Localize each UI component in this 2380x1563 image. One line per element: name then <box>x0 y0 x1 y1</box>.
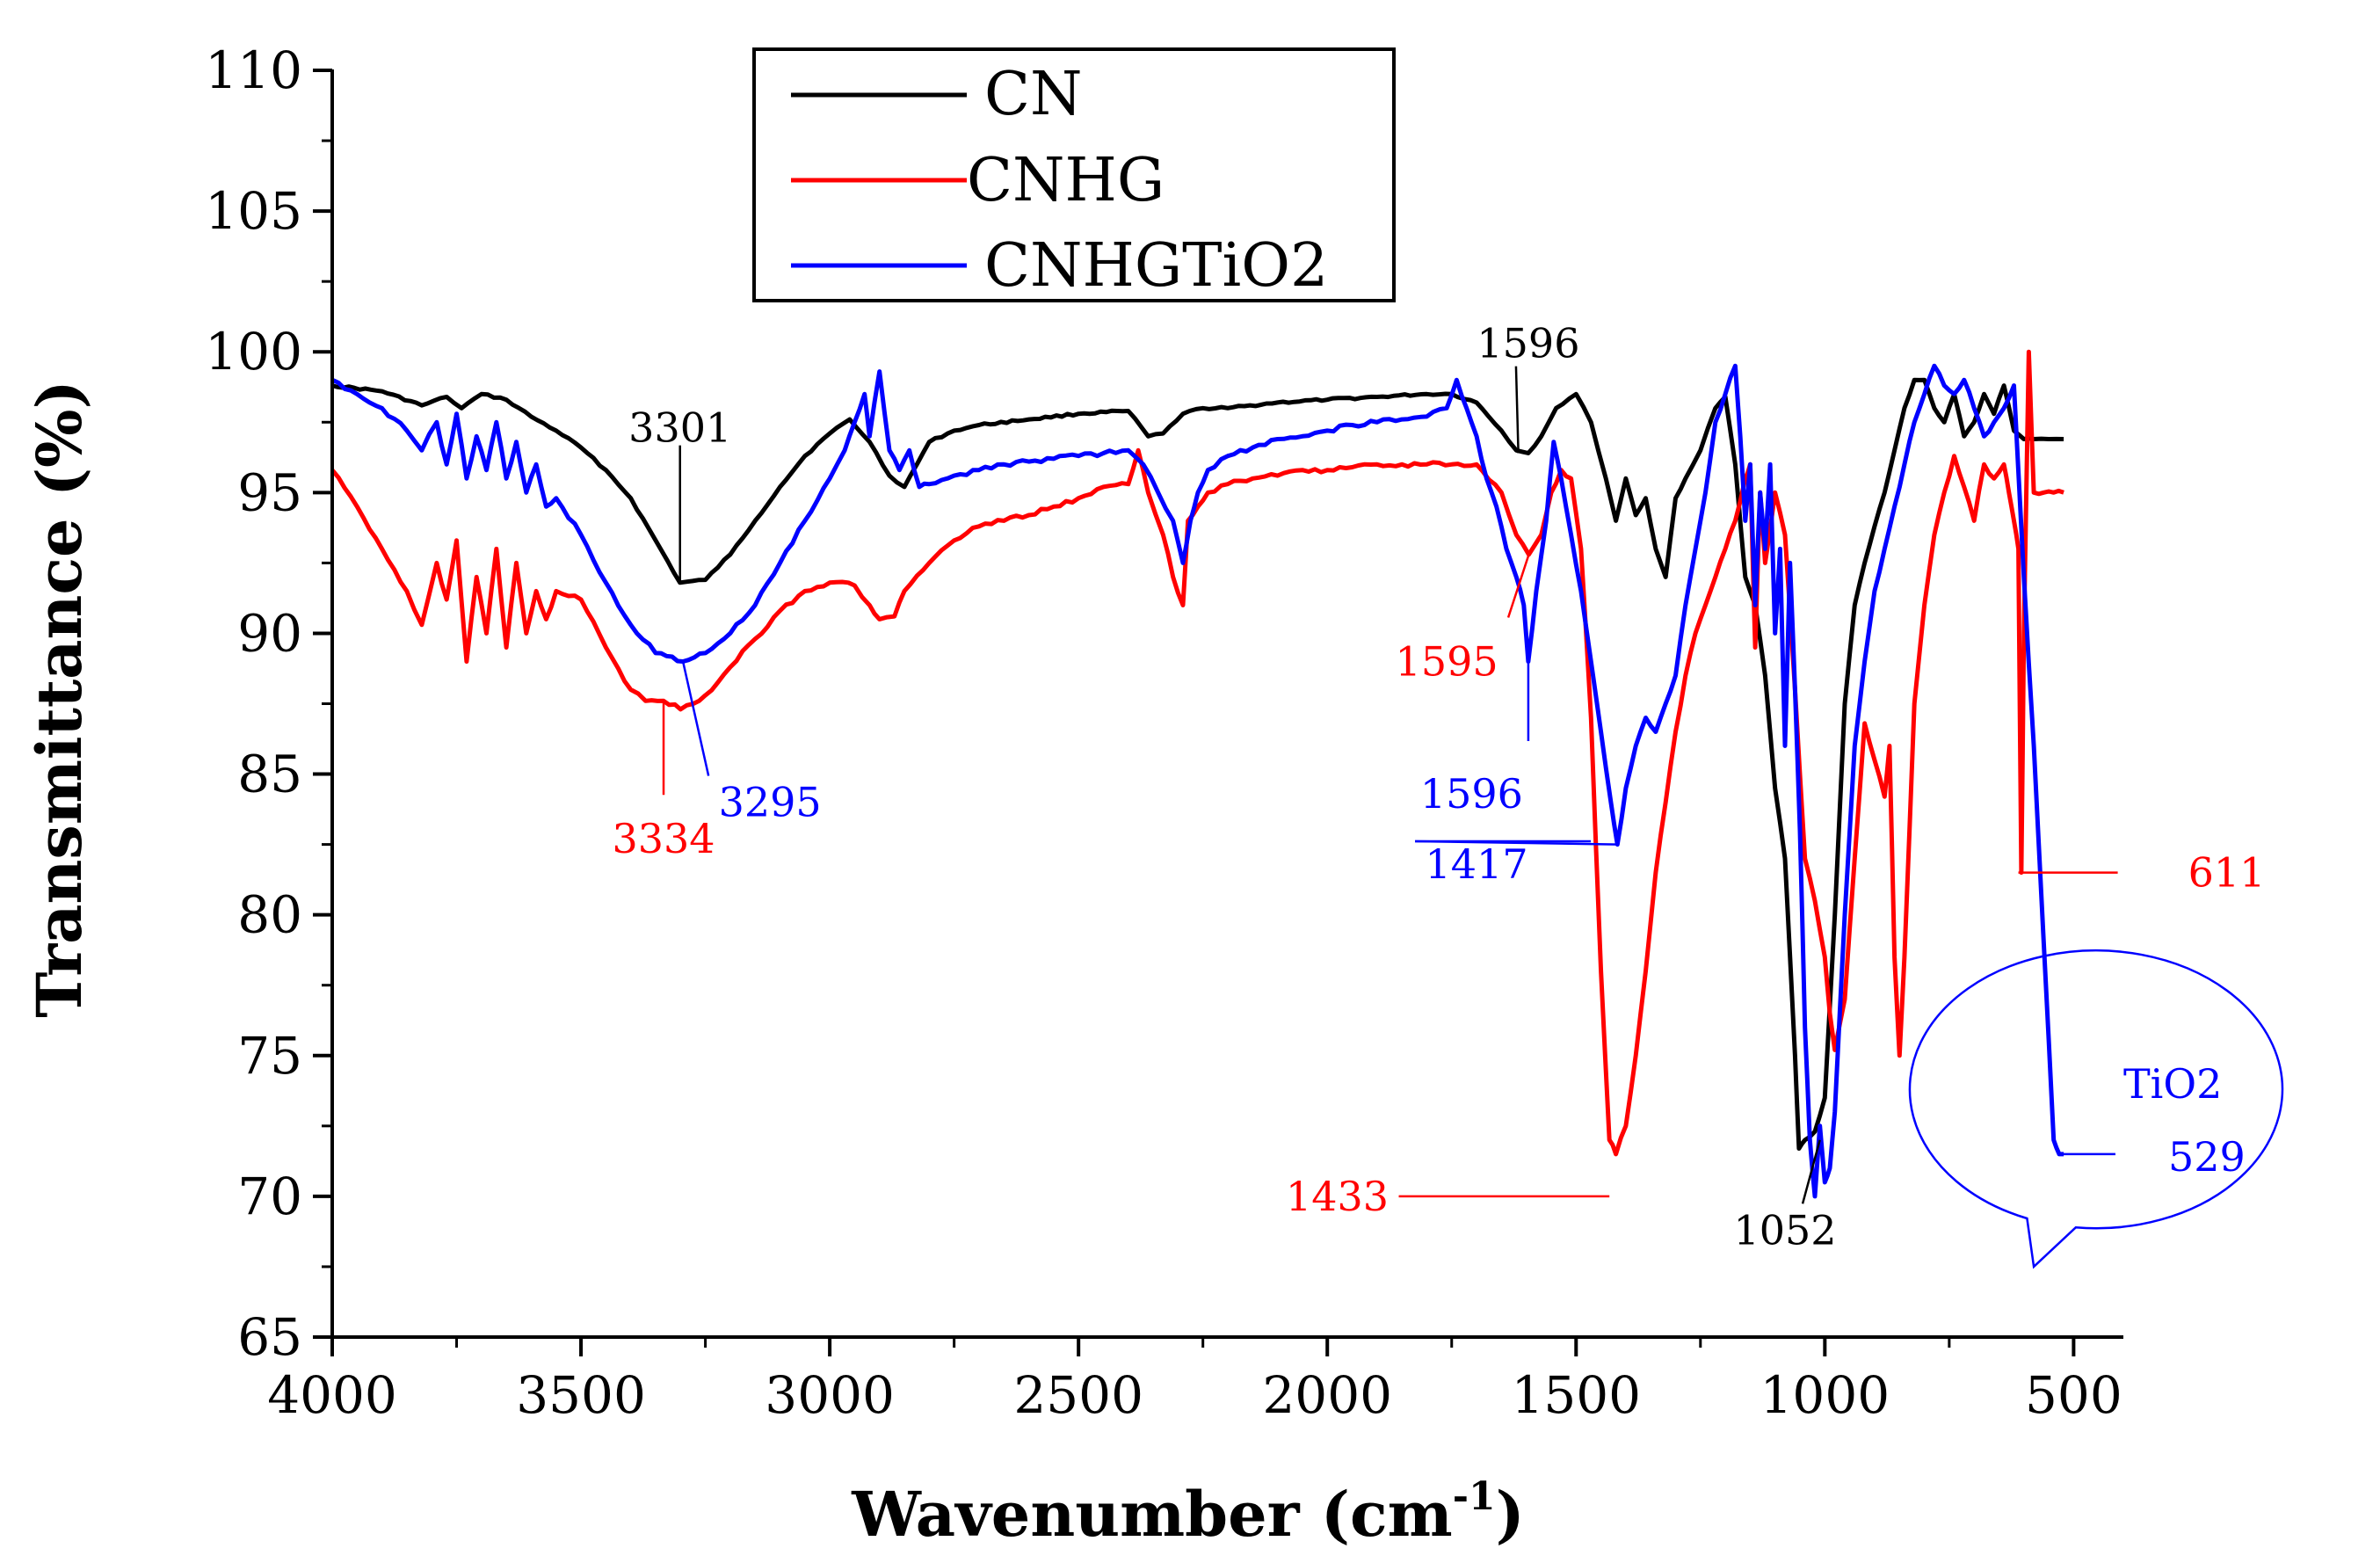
legend-label-cnhg: CNHG <box>967 146 1165 215</box>
y-tick-label: 80 <box>237 885 302 945</box>
annotation-label: 1596 <box>1420 770 1523 818</box>
tio2-callout-bubble <box>1908 949 2284 1269</box>
y-tick-label: 85 <box>237 745 302 804</box>
annotation-label: 3295 <box>719 779 822 826</box>
legend-box <box>752 47 1396 302</box>
legend: CN CNHG CNHGTiO2 <box>752 47 1396 302</box>
x-tick-label: 1500 <box>1511 1365 1641 1425</box>
x-tick-label: 1000 <box>1760 1365 1890 1425</box>
series-line-cnhg <box>330 349 2064 1157</box>
annotation-leader <box>1801 1139 1821 1204</box>
x-tick-label: 500 <box>2025 1365 2122 1425</box>
annotation-leader <box>1514 366 1520 454</box>
x-axis-title: Wavenumber (cm-1) <box>851 1474 1525 1551</box>
y-tick-label: 90 <box>237 603 302 663</box>
x-tick-label: 2000 <box>1262 1365 1392 1425</box>
y-tick-label: 100 <box>205 322 302 382</box>
series-line-cn <box>331 377 2064 1151</box>
annotation-label: 3301 <box>628 404 731 452</box>
annotation-label: 3334 <box>612 815 715 862</box>
series-line-cnhgtio2 <box>330 363 2064 1199</box>
y-tick-label: 105 <box>205 181 302 241</box>
y-tick-label: 95 <box>237 462 302 522</box>
y-tick-label: 75 <box>237 1026 302 1086</box>
axes: 65 70 75 80 85 90 95 100 105 110 4000 3500 3000 2500 2… <box>205 40 2123 1425</box>
x-tick-label: 4000 <box>267 1365 397 1425</box>
legend-label-cnhgtio2: CNHGTiO2 <box>984 231 1328 301</box>
annotation-label: 1595 <box>1396 637 1498 685</box>
annotation-leader <box>681 661 710 776</box>
y-tick-label: 70 <box>237 1167 302 1226</box>
annotation-label: 1417 <box>1426 840 1528 888</box>
plot-lines <box>330 349 2064 1199</box>
annotation-label: 1052 <box>1734 1206 1837 1254</box>
legend-label-cn: CN <box>984 60 1083 129</box>
annotation-leader <box>1506 554 1530 618</box>
annotation-label: 1433 <box>1286 1173 1389 1220</box>
annotation-label: 1596 <box>1477 320 1579 367</box>
y-tick-label: 65 <box>237 1307 302 1367</box>
y-tick-label: 110 <box>205 40 302 100</box>
annotation-label: 529 <box>2168 1133 2246 1181</box>
y-axis-title: Transmittance (%) <box>23 380 96 1017</box>
x-tick-label: 3500 <box>516 1365 646 1425</box>
x-tick-label: 3000 <box>765 1365 895 1425</box>
annotation-label: TiO2 <box>2123 1060 2222 1108</box>
x-tick-label: 2500 <box>1013 1365 1143 1425</box>
annotation-label: 611 <box>2188 849 2266 897</box>
